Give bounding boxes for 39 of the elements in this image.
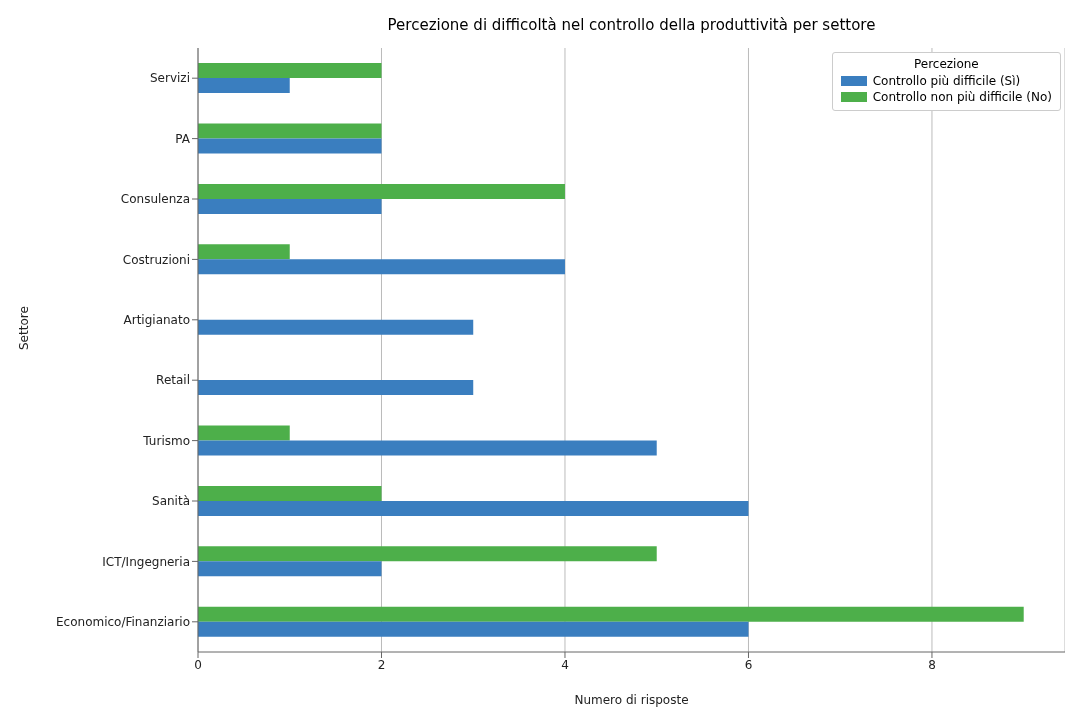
x-axis-title: Numero di risposte — [574, 693, 689, 707]
bar — [198, 259, 565, 275]
x-tick-label: 0 — [194, 657, 202, 672]
bar — [198, 440, 657, 456]
legend-title: Percezione — [912, 57, 980, 71]
y-tick-label: Consulenza — [120, 192, 190, 207]
y-tick-label: Turismo — [142, 433, 190, 448]
y-tick-label: Sanità — [152, 494, 190, 509]
y-tick-label: Artigianato — [123, 313, 190, 328]
y-tick-label: ICT/Ingegneria — [102, 554, 190, 569]
bar — [198, 198, 382, 214]
bar — [198, 78, 290, 94]
bar — [198, 485, 382, 501]
y-tick-label: Servizi — [149, 71, 190, 86]
x-tick-label: 8 — [928, 657, 936, 672]
bar — [198, 183, 565, 199]
y-axis-title: Settore — [17, 306, 32, 350]
legend-label: Controllo non più difficile (No) — [872, 90, 1052, 104]
x-tick-label: 2 — [377, 657, 386, 672]
y-tick-label: Retail — [156, 373, 190, 388]
y-tick-label: Economico/Finanziario — [56, 615, 190, 630]
chart-title: Percezione di difficoltà nel controllo della produttività per settore — [386, 16, 877, 34]
bar — [198, 123, 382, 139]
bar — [198, 425, 290, 441]
x-tick-label: 6 — [744, 657, 753, 672]
bar — [198, 380, 474, 396]
bar — [198, 621, 749, 637]
bar — [198, 500, 749, 516]
bar — [198, 561, 382, 577]
bar — [198, 319, 474, 335]
bar — [198, 138, 382, 154]
legend-label: Controllo più difficile (Sì) — [872, 74, 1021, 88]
bar — [198, 63, 382, 79]
bar — [198, 244, 290, 260]
x-tick-label: 4 — [561, 657, 569, 672]
y-tick-label: PA — [175, 131, 191, 146]
y-tick-label: Costruzioni — [122, 252, 190, 267]
bar — [198, 546, 657, 562]
bar — [198, 606, 1024, 622]
